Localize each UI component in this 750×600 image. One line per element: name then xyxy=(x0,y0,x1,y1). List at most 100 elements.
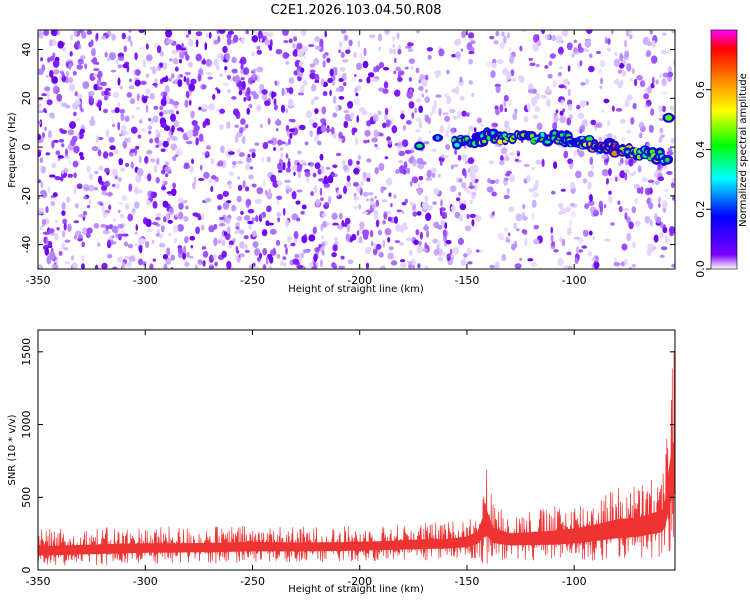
spectrogram-speckle xyxy=(473,127,477,132)
spectrogram-speckle xyxy=(347,158,353,167)
spectrogram-speckle xyxy=(149,138,154,144)
spectrogram-speckle xyxy=(189,255,194,259)
spectrogram-speckle xyxy=(409,88,413,94)
spectrogram-speckle xyxy=(134,243,140,247)
spectrogram-speckle xyxy=(347,101,354,109)
spectrogram-speckle xyxy=(657,176,664,181)
spectrogram-speckle xyxy=(275,49,283,55)
spectrogram-speckle xyxy=(251,51,255,57)
spectrogram-speckle xyxy=(345,233,350,242)
spectrogram-speckle xyxy=(111,225,119,233)
spectrogram-speckle xyxy=(510,78,517,82)
spectrogram-speckle xyxy=(355,136,359,146)
spectrogram-speckle xyxy=(514,263,522,269)
spectrogram-speckle xyxy=(64,239,71,243)
spectrogram-speckle xyxy=(573,236,581,240)
spectrogram-speckle xyxy=(494,178,500,185)
spectrogram-speckle xyxy=(225,53,231,61)
spectrogram-speckle xyxy=(358,203,362,210)
spectrogram-speckle xyxy=(39,157,44,164)
spectrogram-speckle xyxy=(469,213,477,218)
spectrogram-speckle xyxy=(136,93,140,101)
spectrogram-speckle xyxy=(129,98,136,105)
spectrogram-speckle xyxy=(671,30,675,34)
spectrogram-speckle xyxy=(227,226,231,234)
spectrogram-speckle xyxy=(383,67,390,71)
spectrogram-speckle xyxy=(587,170,594,178)
spectrogram-speckle xyxy=(490,70,496,78)
spectrogram-speckle xyxy=(661,91,668,95)
spectrogram-speckle xyxy=(273,147,276,151)
spectrogram-speckle xyxy=(590,119,597,125)
spectrogram-speckle xyxy=(579,100,587,108)
spectrogram-speckle xyxy=(469,200,473,204)
spectrogram-speckle xyxy=(302,79,308,86)
spectrogram-speckle xyxy=(531,212,535,221)
spectrogram-speckle xyxy=(243,67,250,76)
spectrogram-speckle xyxy=(424,195,429,202)
spectrogram-speckle xyxy=(245,243,248,251)
spectrogram-speckle xyxy=(262,31,270,37)
spectrogram-speckle xyxy=(73,172,77,179)
spectrogram-speckle xyxy=(96,79,100,88)
spectrogram-speckle xyxy=(606,133,613,138)
spectrogram-speckle xyxy=(526,103,531,110)
spectrogram-speckle xyxy=(179,47,187,51)
spectrogram-speckle xyxy=(211,175,217,180)
spectrogram-speckle xyxy=(535,92,540,100)
spectrogram-speckle xyxy=(386,210,392,215)
spectrogram-speckle xyxy=(298,61,304,67)
spectrogram-speckle xyxy=(333,265,337,269)
spectrogram-speckle xyxy=(247,154,251,158)
spectrogram-speckle xyxy=(157,65,161,71)
spectrogram-speckle xyxy=(51,140,55,149)
spectrogram-speckle xyxy=(248,222,252,231)
spectrogram-speckle xyxy=(471,193,476,200)
spectrogram-speckle xyxy=(117,64,123,69)
spectrogram-speckle xyxy=(437,256,444,262)
spectrogram-speckle xyxy=(599,85,603,89)
spectrogram-speckle xyxy=(352,127,358,133)
spectrogram-speckle xyxy=(254,198,262,204)
spectrogram-speckle xyxy=(314,36,320,42)
spectrogram-speckle xyxy=(154,83,158,88)
spectrogram-speckle xyxy=(268,188,271,196)
spectrogram-speckle xyxy=(250,73,258,82)
spectrogram-speckle xyxy=(144,156,149,164)
spectrogram-speckle xyxy=(389,48,394,55)
spectrogram-speckle xyxy=(38,68,44,75)
spectrogram-speckle xyxy=(97,149,102,157)
spectrogram-speckle xyxy=(340,51,345,59)
spectrogram-speckle xyxy=(276,199,280,206)
spectrogram-speckle xyxy=(107,191,113,197)
spectrogram-speckle xyxy=(432,238,439,244)
spectrogram-speckle xyxy=(592,209,599,217)
spectrogram-speckle xyxy=(154,137,160,144)
spectrogram-speckle xyxy=(561,31,566,37)
spectrogram-speckle xyxy=(201,246,206,250)
spectrogram-speckle xyxy=(222,190,229,197)
spectrogram-speckle xyxy=(440,251,448,257)
spectrogram-speckle xyxy=(188,99,192,106)
spectrogram-speckle xyxy=(177,247,183,254)
spectrogram-speckle xyxy=(173,120,180,127)
spectrogram-speckle xyxy=(371,78,379,83)
spectrogram-speckle xyxy=(91,116,94,121)
spectrogram-y-tick-label: 20 xyxy=(20,91,33,105)
spectrogram-speckle xyxy=(613,262,621,267)
spectrogram-speckle xyxy=(237,176,241,180)
spectrogram-speckle xyxy=(205,33,209,38)
spectrogram-speckle xyxy=(400,259,406,263)
spectrogram-speckle xyxy=(88,173,93,181)
spectrogram-speckle xyxy=(233,34,239,43)
spectrogram-speckle xyxy=(119,108,126,114)
spectrogram-speckle xyxy=(235,226,240,230)
spectrogram-speckle xyxy=(593,261,600,269)
spectrogram-speckle xyxy=(651,55,658,64)
spectrogram-speckle xyxy=(589,230,593,236)
spectrogram-speckle xyxy=(317,140,322,146)
spectrogram-speckle xyxy=(320,246,323,253)
spectrogram-speckle xyxy=(582,229,589,237)
spectrogram-speckle xyxy=(228,171,235,177)
spectrogram-speckle xyxy=(174,66,179,72)
